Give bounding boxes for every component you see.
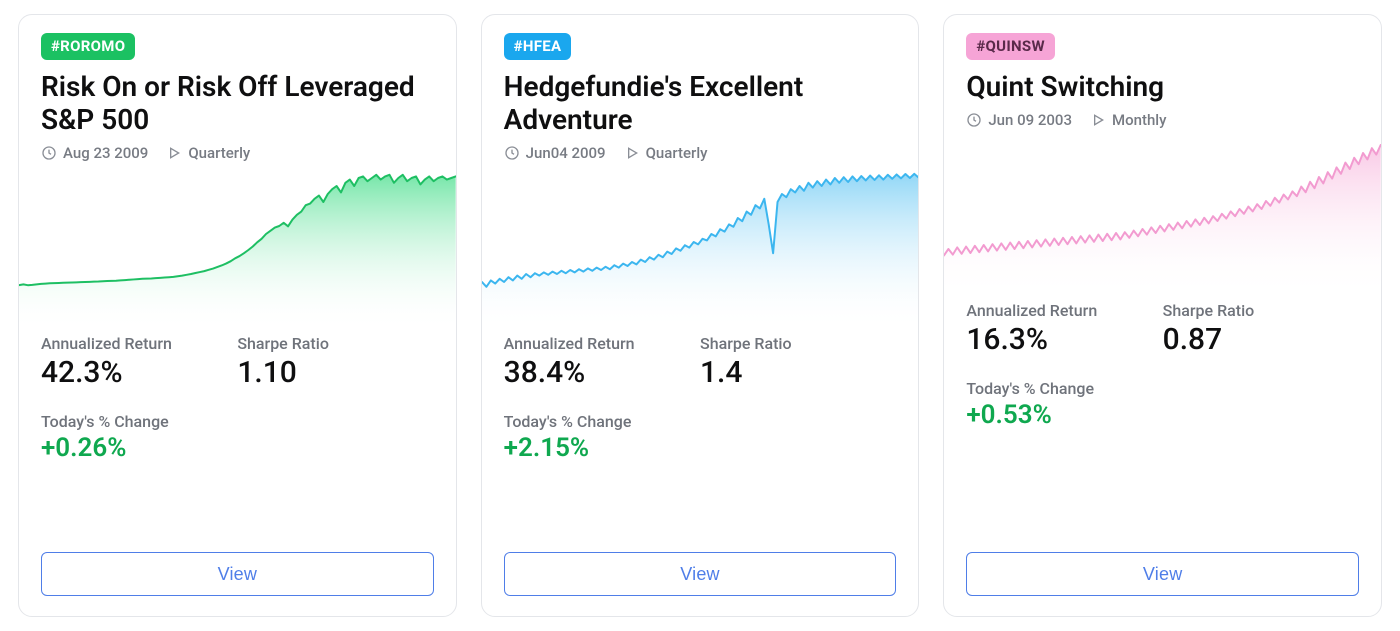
frequency: Quarterly [624,144,708,162]
view-button[interactable]: View [41,552,434,596]
strategy-title: Quint Switching [966,70,1359,103]
todays-change-label: Today's % Change [504,412,897,431]
card-footer: View [944,534,1381,616]
play-icon [1090,112,1106,128]
annualized-return-value: 38.4% [504,355,700,390]
todays-change-value: +0.53% [966,400,1359,430]
sharpe-ratio-value: 1.10 [237,355,433,390]
meta-row: Jun 09 2003 Monthly [966,111,1359,129]
frequency: Quarterly [166,144,250,162]
card-footer: View [482,534,919,616]
start-date-text: Aug 23 2009 [63,144,148,162]
meta-row: Jun04 2009 Quarterly [504,144,897,162]
card-footer: View [19,534,456,616]
sharpe-ratio-label: Sharpe Ratio [700,334,896,353]
todays-change-label: Today's % Change [966,379,1359,398]
sharpe-ratio-stat: Sharpe Ratio 1.4 [700,334,896,390]
view-button[interactable]: View [966,552,1359,596]
todays-change-value: +0.26% [41,433,434,463]
strategy-tag: #HFEA [504,33,572,60]
start-date-text: Jun04 2009 [526,144,606,162]
start-date-text: Jun 09 2003 [988,111,1072,129]
todays-change-label: Today's % Change [41,412,434,431]
todays-change-stat: Today's % Change +0.53% [966,379,1359,430]
todays-change-stat: Today's % Change +2.15% [504,412,897,463]
card-header: #HFEA Hedgefundie's Excellent Adventure … [482,15,919,168]
frequency-text: Monthly [1112,111,1166,129]
card-header: #ROROMO Risk On or Risk Off Leveraged S&… [19,15,456,168]
sparkline-chart [482,170,919,330]
strategy-title: Risk On or Risk Off Leveraged S&P 500 [41,70,434,136]
sharpe-ratio-stat: Sharpe Ratio 0.87 [1163,301,1359,357]
sharpe-ratio-stat: Sharpe Ratio 1.10 [237,334,433,390]
annualized-return-label: Annualized Return [41,334,237,353]
annualized-return-stat: Annualized Return 42.3% [41,334,237,390]
strategy-title: Hedgefundie's Excellent Adventure [504,70,897,136]
sparkline-chart [944,137,1381,297]
view-button[interactable]: View [504,552,897,596]
sharpe-ratio-value: 1.4 [700,355,896,390]
play-icon [166,145,182,161]
clock-icon [41,145,57,161]
annualized-return-label: Annualized Return [966,301,1162,320]
strategy-card: #HFEA Hedgefundie's Excellent Adventure … [481,14,920,617]
strategy-tag: #ROROMO [41,33,135,60]
play-icon [624,145,640,161]
annualized-return-value: 42.3% [41,355,237,390]
sharpe-ratio-value: 0.87 [1163,322,1359,357]
start-date: Jun 09 2003 [966,111,1072,129]
clock-icon [504,145,520,161]
annualized-return-label: Annualized Return [504,334,700,353]
annualized-return-value: 16.3% [966,322,1162,357]
card-header: #QUINSW Quint Switching Jun 09 2003 Mont… [944,15,1381,135]
clock-icon [966,112,982,128]
todays-change-stat: Today's % Change +0.26% [41,412,434,463]
todays-change-value: +2.15% [504,433,897,463]
strategy-tag: #QUINSW [966,33,1055,60]
sharpe-ratio-label: Sharpe Ratio [1163,301,1359,320]
start-date: Aug 23 2009 [41,144,148,162]
sharpe-ratio-label: Sharpe Ratio [237,334,433,353]
stats-grid: Annualized Return 42.3% Sharpe Ratio 1.1… [19,330,456,463]
annualized-return-stat: Annualized Return 16.3% [966,301,1162,357]
meta-row: Aug 23 2009 Quarterly [41,144,434,162]
strategy-card: #QUINSW Quint Switching Jun 09 2003 Mont… [943,14,1382,617]
start-date: Jun04 2009 [504,144,606,162]
stats-grid: Annualized Return 16.3% Sharpe Ratio 0.8… [944,297,1381,430]
cards-row: #ROROMO Risk On or Risk Off Leveraged S&… [0,0,1400,631]
strategy-card: #ROROMO Risk On or Risk Off Leveraged S&… [18,14,457,617]
frequency-text: Quarterly [188,144,250,162]
frequency: Monthly [1090,111,1166,129]
sparkline-chart [19,170,456,330]
annualized-return-stat: Annualized Return 38.4% [504,334,700,390]
stats-grid: Annualized Return 38.4% Sharpe Ratio 1.4… [482,330,919,463]
frequency-text: Quarterly [646,144,708,162]
